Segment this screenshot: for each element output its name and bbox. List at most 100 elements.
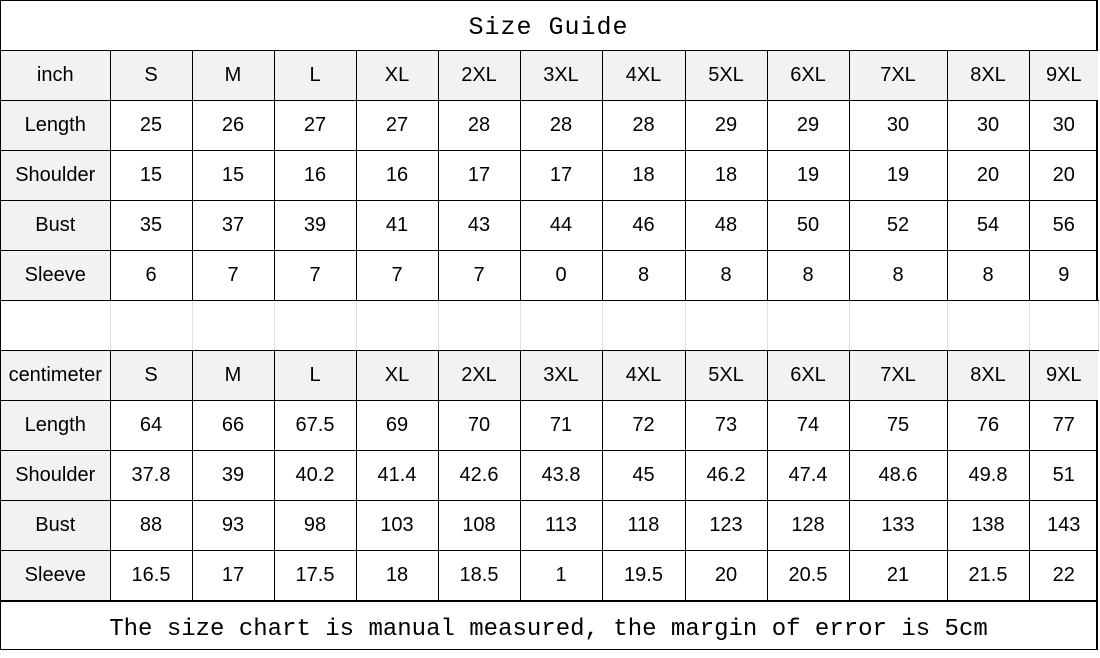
table-row: Bust 35 37 39 41 43 44 46 48 50 52 54 56 (1, 200, 1098, 251)
empty-cell (109, 300, 193, 351)
value-cell: 48.6 (848, 450, 948, 501)
value-cell: 19 (848, 150, 948, 201)
value-cell: 108 (437, 500, 521, 551)
size-header: 4XL (601, 350, 686, 401)
value-cell: 39 (191, 450, 275, 501)
value-cell: 0 (519, 250, 603, 301)
value-cell: 8 (848, 250, 948, 301)
value-cell: 1 (519, 550, 603, 601)
value-cell: 44 (519, 200, 603, 251)
unit-label: inch (1, 51, 111, 101)
size-table: inch S M L XL 2XL 3XL 4XL 5XL 6XL 7XL 8XL 9XL Length 2… (1, 51, 1099, 601)
value-cell: 7 (355, 250, 439, 301)
value-cell: 7 (437, 250, 521, 301)
value-cell: 16 (273, 150, 357, 201)
value-cell: 6 (109, 250, 193, 301)
value-cell: 69 (355, 400, 439, 451)
size-header: M (191, 350, 275, 401)
value-cell: 17.5 (273, 550, 357, 601)
value-cell: 30 (1028, 100, 1098, 151)
value-cell: 15 (191, 150, 275, 201)
value-cell: 9 (1028, 250, 1098, 301)
value-cell: 51 (1028, 450, 1098, 501)
value-cell: 8 (946, 250, 1030, 301)
value-cell: 76 (946, 400, 1030, 451)
size-header: 3XL (519, 350, 603, 401)
size-header: 3XL (519, 51, 603, 101)
value-cell: 18.5 (437, 550, 521, 601)
value-cell: 143 (1028, 500, 1098, 551)
value-cell: 50 (766, 200, 850, 251)
value-cell: 18 (601, 150, 686, 201)
value-cell: 123 (684, 500, 768, 551)
value-cell: 118 (601, 500, 686, 551)
value-cell: 70 (437, 400, 521, 451)
value-cell: 19 (766, 150, 850, 201)
table-row: Shoulder 37.8 39 40.2 41.4 42.6 43.8 45 46.2 47.4… (1, 450, 1098, 501)
value-cell: 52 (848, 200, 948, 251)
page-title: Size Guide (1, 1, 1096, 51)
footer-note: The size chart is manual measured, the m… (1, 601, 1096, 650)
row-label: Length (1, 400, 111, 451)
value-cell: 20 (684, 550, 768, 601)
value-cell: 138 (946, 500, 1030, 551)
table-row: Sleeve 16.5 17 17.5 18 18.5 1 19.5 20 20.5 21 21.5 2… (1, 550, 1098, 601)
size-header: L (273, 51, 357, 101)
empty-cell (601, 300, 686, 351)
header-row: inch S M L XL 2XL 3XL 4XL 5XL 6XL 7XL 8XL 9XL (1, 51, 1098, 101)
size-header: 5XL (684, 350, 768, 401)
value-cell: 21 (848, 550, 948, 601)
value-cell: 45 (601, 450, 686, 501)
value-cell: 48 (684, 200, 768, 251)
value-cell: 7 (191, 250, 275, 301)
size-header: 8XL (946, 51, 1030, 101)
table-row: Length 25 26 27 27 28 28 28 29 29 30 30 30 (1, 100, 1098, 151)
empty-cell (273, 300, 357, 351)
value-cell: 75 (848, 400, 948, 451)
value-cell: 19.5 (601, 550, 686, 601)
empty-cell (684, 300, 768, 351)
value-cell: 39 (273, 200, 357, 251)
value-cell: 73 (684, 400, 768, 451)
size-header: 6XL (766, 51, 850, 101)
size-header: 4XL (601, 51, 686, 101)
empty-cell (191, 300, 275, 351)
value-cell: 17 (519, 150, 603, 201)
value-cell: 67.5 (273, 400, 357, 451)
value-cell: 18 (684, 150, 768, 201)
size-header: M (191, 51, 275, 101)
value-cell: 74 (766, 400, 850, 451)
size-header: XL (355, 51, 439, 101)
table-row: Length 64 66 67.5 69 70 71 72 73 74 75 76 77 (1, 400, 1098, 451)
size-header: 9XL (1028, 51, 1098, 101)
value-cell: 56 (1028, 200, 1098, 251)
spacer-row (1, 300, 1099, 351)
value-cell: 28 (601, 100, 686, 151)
table-row: Sleeve 6 7 7 7 7 0 8 8 8 8 8 9 (1, 250, 1098, 301)
value-cell: 21.5 (946, 550, 1030, 601)
value-cell: 8 (684, 250, 768, 301)
value-cell: 20 (946, 150, 1030, 201)
empty-cell (1, 300, 111, 351)
value-cell: 47.4 (766, 450, 850, 501)
table-row: Shoulder 15 15 16 16 17 17 18 18 19 19 20 20 (1, 150, 1098, 201)
empty-cell (437, 300, 521, 351)
value-cell: 103 (355, 500, 439, 551)
value-cell: 64 (109, 400, 193, 451)
value-cell: 46 (601, 200, 686, 251)
empty-cell (766, 300, 850, 351)
value-cell: 43 (437, 200, 521, 251)
table-row: Bust 88 93 98 103 108 113 118 123 128 133 138 143 (1, 500, 1098, 551)
value-cell: 16 (355, 150, 439, 201)
row-label: Bust (1, 200, 111, 251)
size-header: XL (355, 350, 439, 401)
row-label: Sleeve (1, 550, 111, 601)
empty-cell (848, 300, 948, 351)
value-cell: 22 (1028, 550, 1098, 601)
value-cell: 72 (601, 400, 686, 451)
value-cell: 17 (437, 150, 521, 201)
value-cell: 8 (601, 250, 686, 301)
size-header: S (109, 51, 193, 101)
value-cell: 128 (766, 500, 850, 551)
value-cell: 43.8 (519, 450, 603, 501)
